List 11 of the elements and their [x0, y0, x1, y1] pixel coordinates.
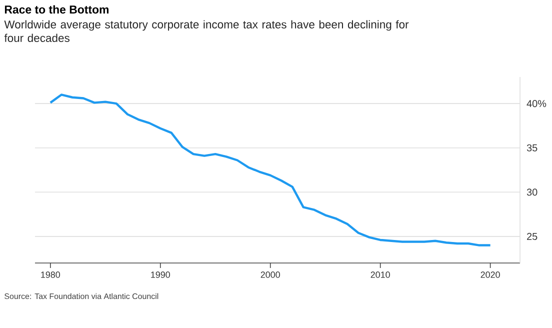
x-tick-label: 2010	[370, 272, 390, 278]
x-tick-label: 2000	[260, 272, 280, 278]
y-tick-label: 30	[526, 188, 538, 196]
chart-subtitle: Worldwide average statutory corporate income tax rates have been declining for four decades	[4, 20, 409, 42]
y-tick-label: 25	[527, 232, 538, 240]
y-tick-label: 35	[526, 144, 538, 152]
x-tick-label: 1990	[151, 272, 170, 278]
x-tick-label: 2020	[480, 272, 500, 278]
x-tick-label: 1980	[41, 272, 60, 278]
y-tick-label: 40%	[526, 100, 546, 108]
chart-title: Race to the Bottom	[4, 5, 108, 14]
